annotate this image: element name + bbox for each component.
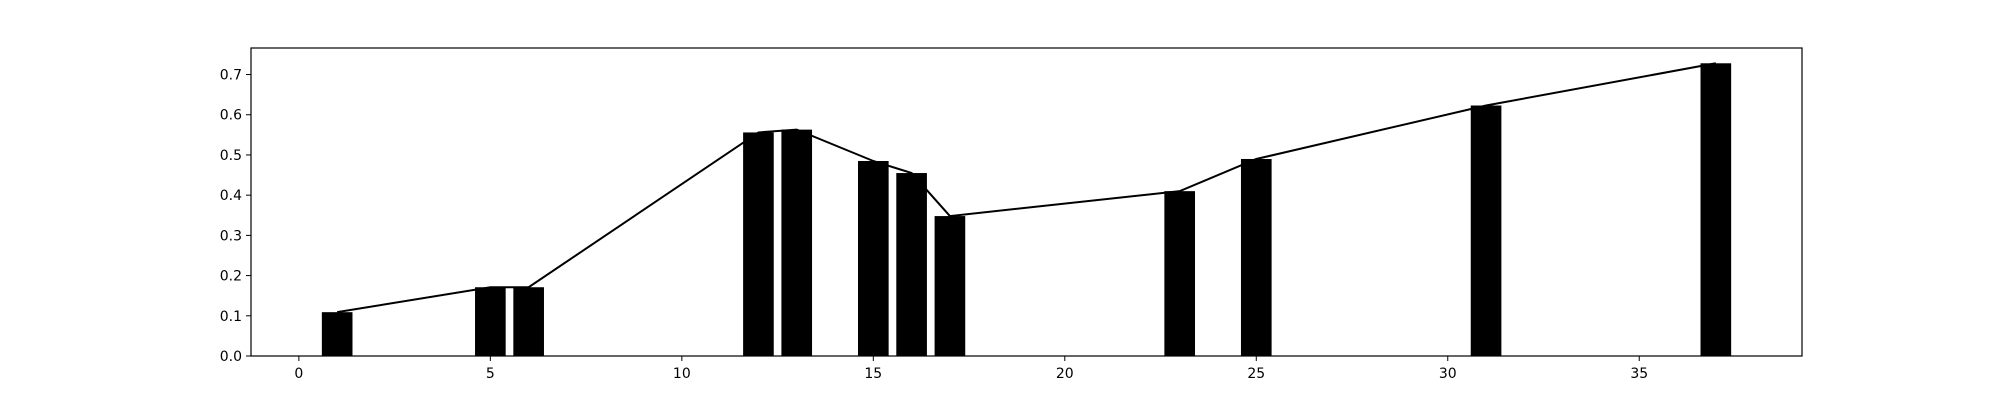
y-tick-label: 0.4 — [220, 188, 242, 204]
x-tick-label: 5 — [486, 366, 495, 382]
bar-23 — [1164, 191, 1196, 356]
bar-15 — [858, 160, 889, 356]
bar-37 — [1700, 63, 1732, 356]
bar-12 — [743, 132, 774, 356]
bar-31 — [1470, 105, 1502, 356]
x-tick-label: 0 — [294, 366, 303, 382]
bar-25 — [1240, 158, 1272, 356]
x-tick-label: 35 — [1630, 366, 1648, 382]
bar-13 — [781, 129, 813, 356]
x-tick-label: 15 — [864, 366, 882, 382]
axes-frame — [250, 47, 1803, 357]
y-tick-label: 0.0 — [220, 349, 242, 365]
y-tick-label: 0.6 — [220, 108, 242, 124]
y-tick-label: 0.2 — [220, 269, 242, 285]
x-tick-label: 30 — [1439, 366, 1457, 382]
bar-6 — [513, 287, 544, 356]
y-tick-label: 0.3 — [220, 228, 242, 244]
x-tick-label: 25 — [1247, 366, 1265, 382]
bar-1 — [321, 312, 353, 356]
axes-layer: 0 5 10 15 20 25 30 35 0.0 0.1 0.2 0.3 0.4 0.5 0.6 0.7 — [220, 47, 1803, 382]
y-tick-label: 0.1 — [220, 309, 242, 325]
bar-5 — [475, 287, 506, 356]
line-layer — [337, 62, 1717, 314]
x-tick-label: 20 — [1056, 366, 1074, 382]
series-line — [337, 62, 1717, 314]
y-tick-label: 0.5 — [220, 148, 242, 164]
bars-layer — [321, 63, 1732, 356]
y-tick-label: 0.7 — [220, 68, 242, 84]
x-tick-label: 10 — [673, 366, 691, 382]
bar-17 — [934, 216, 966, 356]
bar-16 — [896, 173, 927, 356]
